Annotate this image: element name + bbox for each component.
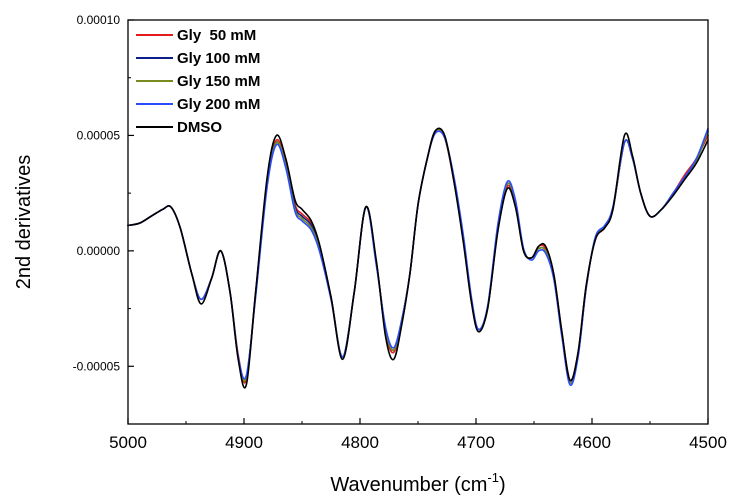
legend-label-0: Gly 50 mM [177,27,256,44]
x-axis-label: Wavenumber (cm-1) [330,470,505,496]
legend-label-3: Gly 200 mM [177,96,260,113]
y-tick-label-0: -0.00005 [73,359,121,373]
x-tick-label-2: 4800 [341,433,379,452]
y-tick-label-1: 0.00000 [77,244,121,258]
series-line-2 [127,128,709,384]
legend: Gly 50 mM Gly 100 mM Gly 150 mM Gly 200 mM D… [136,27,260,136]
x-tick-label-0: 5000 [109,433,147,452]
series-line-3 [127,127,709,387]
x-axis-label-main: Wavenumber (cm [330,474,487,496]
x-axis-label-end: ) [499,474,506,496]
y-axis-label: 2nd derivatives [13,155,35,290]
legend-label-2: Gly 150 mM [177,73,260,90]
y-tick-label-3: 0.00010 [77,13,121,27]
series-line-0 [127,128,709,384]
y-tick-label-2: 0.00005 [77,128,121,142]
x-tick-label-4: 4600 [573,433,611,452]
x-tick-label-3: 4700 [457,433,495,452]
legend-label-1: Gly 100 mM [177,50,260,67]
series-line-1 [127,128,709,384]
series-layer [127,127,709,389]
legend-label-4: DMSO [177,119,222,136]
series-line-4 [127,127,709,389]
x-axis-label-sup: -1 [487,470,499,485]
ticks-layer: 5000 4900 4800 4700 4600 4500 -0.00005 0.00000 0… [73,13,727,452]
x-tick-label-5: 4500 [689,433,727,452]
x-tick-label-1: 4900 [225,433,263,452]
